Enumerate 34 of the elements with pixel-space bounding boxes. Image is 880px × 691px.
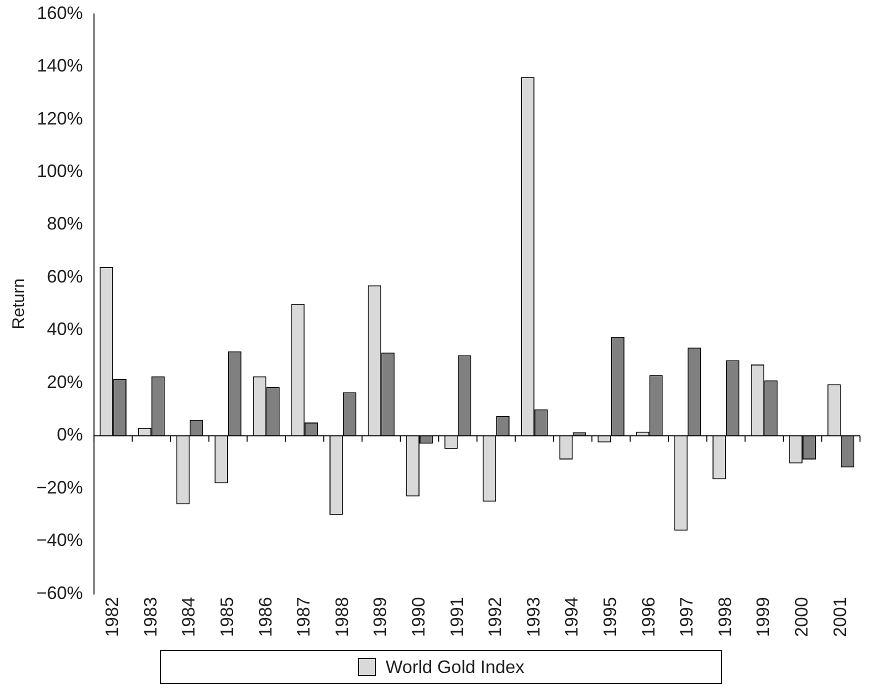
x-tick-label: 1993 <box>523 596 544 638</box>
y-tick-label: 20% <box>46 372 83 392</box>
x-tick-label: 1988 <box>332 596 352 638</box>
y-axis-title: Return <box>8 278 28 330</box>
x-tick-label: 2000 <box>792 596 812 638</box>
x-tick-label: 1982 <box>102 596 122 638</box>
x-tick-label: 1990 <box>408 596 428 638</box>
x-tick-label: 1997 <box>676 596 697 638</box>
y-tick-label: 140% <box>36 56 83 76</box>
y-tick-label: −40% <box>36 530 83 550</box>
x-tick-label: 1996 <box>638 596 658 638</box>
x-tick-label: 1992 <box>485 596 506 638</box>
x-tick-label: 1985 <box>216 596 237 638</box>
x-tick-label: 1995 <box>600 596 620 638</box>
y-tick-label: 60% <box>46 266 83 286</box>
x-tick-label: 1999 <box>753 596 774 638</box>
y-tick-label: 100% <box>36 160 83 181</box>
x-tick-label: 1986 <box>255 596 276 638</box>
x-tick-label: 1991 <box>446 596 467 638</box>
y-tick-label: 160% <box>36 2 83 23</box>
x-tick-label: 1984 <box>178 596 199 638</box>
y-tick-label: −60% <box>36 582 83 603</box>
legend-label: World Gold Index <box>386 656 524 678</box>
x-tick-label: 1983 <box>140 596 160 638</box>
x-tick-label: 1998 <box>714 596 735 638</box>
x-tick-label: 2001 <box>830 596 850 638</box>
y-tick-label: 0% <box>56 424 83 445</box>
y-tick-label: −20% <box>36 477 83 498</box>
x-tick-label: 1989 <box>370 596 390 638</box>
y-tick-label: 80% <box>46 214 83 234</box>
y-tick-label: 40% <box>46 319 83 340</box>
y-tick-label: 120% <box>36 108 83 128</box>
x-tick-label: 1994 <box>562 596 582 638</box>
x-tick-label: 1987 <box>294 596 314 638</box>
